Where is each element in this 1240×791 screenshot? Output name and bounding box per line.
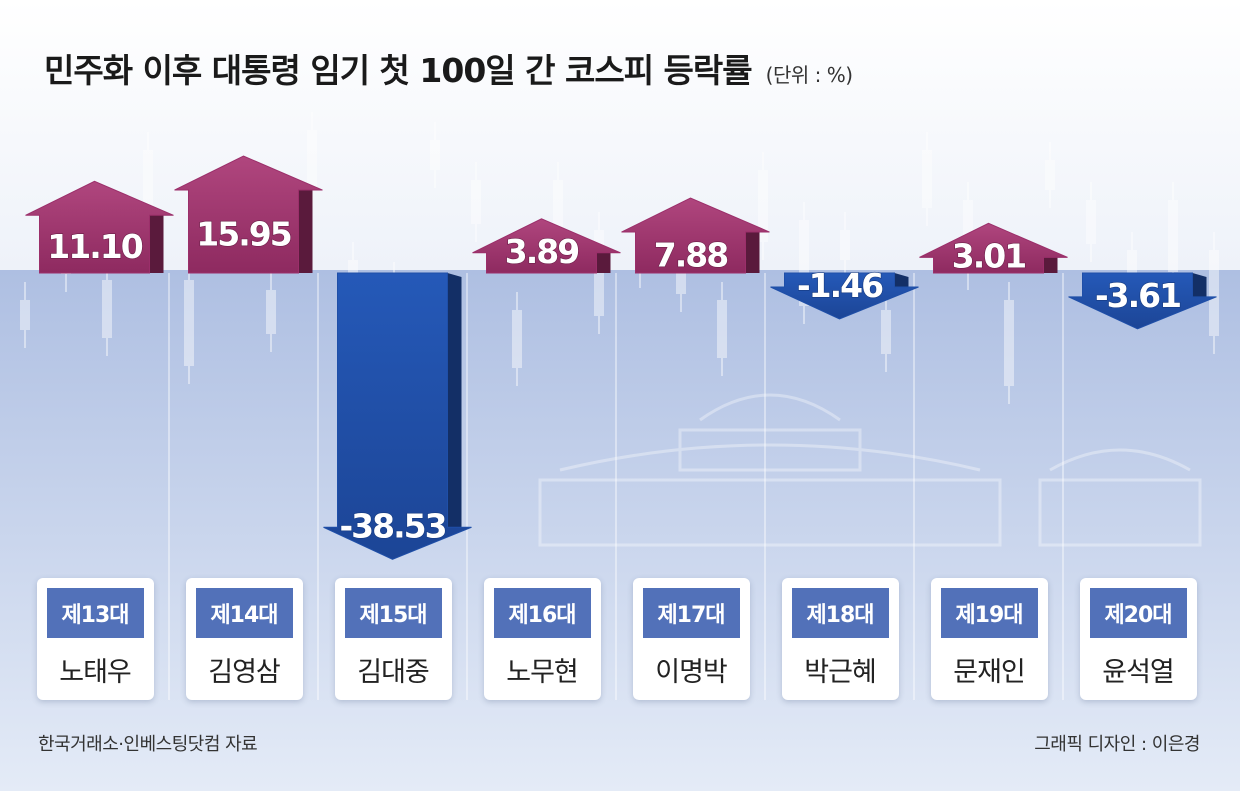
- category-label: 제16대: [493, 588, 591, 638]
- bar-negative: [1068, 272, 1217, 330]
- bar-shadow: [1192, 273, 1207, 297]
- candle-body: [881, 310, 891, 354]
- bar-positive: [919, 222, 1068, 274]
- candle-body: [553, 180, 563, 252]
- bar-group-2: 15.95: [174, 155, 323, 274]
- bar-shadow: [298, 186, 313, 273]
- bar-negative: [323, 272, 472, 560]
- bar-shadow: [447, 273, 462, 528]
- candle-body: [184, 280, 194, 366]
- president-name: 윤석열: [1102, 657, 1175, 688]
- bar-positive: [472, 218, 621, 274]
- bar-shadow: [1043, 253, 1058, 273]
- bar-positive: [174, 155, 323, 274]
- president-name: 박근혜: [804, 657, 877, 688]
- bar-group-1: 11.10: [25, 180, 174, 274]
- president-name: 노무현: [506, 657, 579, 688]
- bar-group-6: -1.46: [770, 265, 919, 320]
- category-label: 제14대: [195, 588, 293, 638]
- candle-body: [1168, 200, 1178, 272]
- category-label: 제20대: [1089, 588, 1187, 638]
- data-label: 3.01: [952, 236, 1025, 275]
- bar-negative: [770, 272, 919, 320]
- president-name: 노태우: [59, 657, 132, 688]
- candle-body: [1086, 200, 1096, 244]
- bar-positive: [25, 180, 174, 274]
- president-name: 김대중: [357, 657, 430, 688]
- data-label: -1.46: [797, 266, 883, 305]
- source-note: 한국거래소·인베스팅닷컴 자료: [38, 734, 258, 755]
- candle-body: [1045, 160, 1055, 190]
- chart-title: 민주화 이후 대통령 임기 첫 100일 간 코스피 등락률: [44, 51, 753, 90]
- title-row: 민주화 이후 대통령 임기 첫 100일 간 코스피 등락률 (단위 : %): [44, 44, 853, 100]
- candle-body: [840, 230, 850, 260]
- bar-group-4: 3.89: [472, 218, 621, 274]
- president-name: 문재인: [953, 657, 1026, 688]
- bar-group-5: 7.88: [621, 197, 770, 275]
- bar-group-7: 3.01: [919, 222, 1068, 276]
- data-label: 11.10: [47, 227, 142, 266]
- candle-body: [20, 300, 30, 330]
- candle-body: [799, 220, 809, 306]
- background-lower: [0, 270, 1240, 791]
- chart-bars: 11.10 15.95 -38.53 3.89 7.88 -1.46 3.01 -3.61: [25, 155, 1217, 700]
- candle-body: [922, 150, 932, 208]
- category-label: 제19대: [940, 588, 1038, 638]
- candle-body: [471, 180, 481, 224]
- candle-body: [143, 150, 153, 222]
- data-label: -38.53: [339, 506, 445, 545]
- data-label: -3.61: [1095, 276, 1180, 315]
- candle-body: [430, 140, 440, 170]
- president-name: 이명박: [655, 657, 728, 688]
- bar-shadow: [745, 228, 760, 273]
- bar-group-3: -38.53: [323, 272, 472, 560]
- candle-body: [1004, 300, 1014, 386]
- candle-body: [1209, 250, 1219, 336]
- category-label: 제13대: [46, 588, 144, 638]
- candle-body: [512, 310, 522, 368]
- category-label: 제17대: [642, 588, 740, 638]
- unit-label: (단위 : %): [765, 63, 853, 87]
- data-label: 7.88: [654, 236, 727, 275]
- bar-shadow: [894, 273, 909, 287]
- candle-body: [307, 130, 317, 188]
- category-label: 제15대: [344, 588, 442, 638]
- data-label: 15.95: [196, 215, 290, 254]
- candle-body: [266, 290, 276, 334]
- bar-shadow: [149, 211, 164, 273]
- president-name: 김영삼: [208, 657, 281, 688]
- category-label: 제18대: [791, 588, 889, 638]
- bar-group-8: -3.61: [1068, 272, 1217, 330]
- design-credit: 그래픽 디자인 : 이은경: [1034, 734, 1200, 755]
- bar-shadow: [596, 248, 611, 273]
- data-label: 3.89: [505, 232, 578, 271]
- bar-positive: [621, 197, 770, 274]
- candle-body: [717, 300, 727, 358]
- background-upper: [0, 0, 1240, 270]
- candle-body: [102, 280, 112, 338]
- candle-body: [758, 170, 768, 242]
